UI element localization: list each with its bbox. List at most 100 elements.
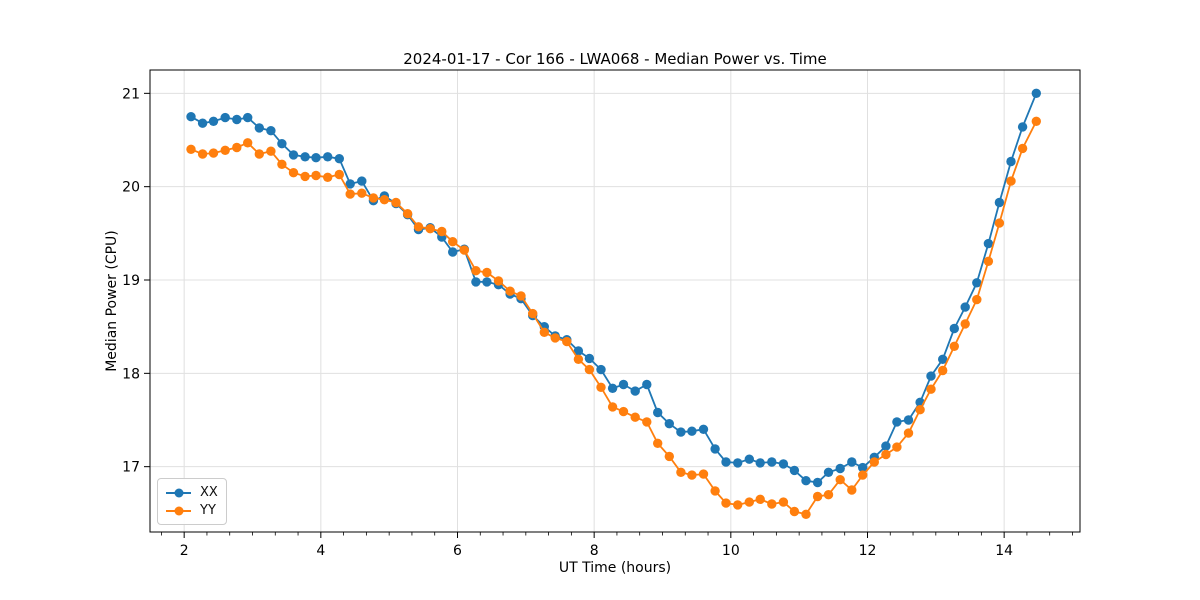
data-point-yy bbox=[208, 148, 219, 158]
data-point-yy bbox=[607, 402, 618, 412]
data-point-yy bbox=[550, 333, 560, 343]
y-tick-label: 21 bbox=[122, 86, 140, 102]
data-point-xx bbox=[823, 467, 834, 477]
data-point-xx bbox=[733, 458, 743, 468]
x-axis-label: UT Time (hours) bbox=[558, 560, 672, 576]
data-point-xx bbox=[618, 379, 629, 390]
legend-marker-yy bbox=[166, 506, 191, 515]
data-point-xx bbox=[311, 153, 321, 163]
data-point-xx bbox=[220, 112, 230, 123]
data-point-yy bbox=[243, 138, 253, 148]
data-point-xx bbox=[653, 407, 663, 418]
data-point-yy bbox=[618, 406, 629, 417]
data-point-xx bbox=[721, 457, 731, 467]
data-point-xx bbox=[334, 154, 344, 164]
data-point-xx bbox=[596, 364, 606, 375]
legend-item-yy: YY bbox=[166, 504, 218, 517]
data-point-yy bbox=[972, 294, 982, 305]
data-point-yy bbox=[493, 276, 504, 286]
legend-dot-xx bbox=[174, 488, 183, 497]
data-point-xx bbox=[357, 176, 367, 186]
data-point-yy bbox=[812, 491, 823, 502]
data-point-xx bbox=[664, 419, 674, 429]
data-point-xx bbox=[288, 150, 299, 160]
data-point-yy bbox=[311, 170, 321, 181]
x-tick-label: 8 bbox=[590, 543, 599, 559]
x-tick-label: 10 bbox=[722, 543, 740, 559]
data-point-yy bbox=[277, 159, 287, 169]
data-point-yy bbox=[1031, 116, 1042, 127]
data-point-xx bbox=[345, 179, 355, 189]
data-point-yy bbox=[687, 470, 697, 480]
data-point-xx bbox=[471, 277, 481, 287]
y-tick-label: 17 bbox=[122, 460, 140, 476]
data-point-yy bbox=[960, 319, 970, 329]
data-point-yy bbox=[994, 218, 1005, 228]
data-point-yy bbox=[676, 467, 686, 477]
y-tick-label: 19 bbox=[122, 273, 140, 289]
data-point-yy bbox=[926, 384, 936, 394]
data-point-yy bbox=[915, 405, 925, 415]
data-point-yy bbox=[949, 341, 959, 351]
data-point-yy bbox=[881, 449, 891, 460]
data-point-xx bbox=[892, 417, 902, 427]
data-point-xx bbox=[687, 426, 697, 436]
data-point-yy bbox=[869, 457, 879, 467]
data-point-xx bbox=[972, 278, 982, 288]
data-point-yy bbox=[755, 494, 765, 504]
data-point-xx bbox=[243, 112, 253, 123]
data-point-yy bbox=[345, 189, 355, 199]
data-point-yy bbox=[300, 171, 310, 182]
data-point-yy bbox=[539, 327, 549, 337]
data-point-yy bbox=[288, 168, 299, 178]
data-point-yy bbox=[425, 224, 435, 234]
data-point-xx bbox=[744, 454, 754, 464]
data-point-yy bbox=[630, 412, 640, 422]
data-point-yy bbox=[516, 291, 526, 301]
data-point-yy bbox=[505, 286, 515, 296]
data-point-yy bbox=[391, 197, 401, 208]
data-point-yy bbox=[733, 500, 743, 510]
data-point-yy bbox=[789, 506, 800, 517]
data-point-yy bbox=[1006, 176, 1016, 186]
data-point-xx bbox=[994, 197, 1005, 208]
axes-frame bbox=[149, 69, 1081, 533]
data-point-yy bbox=[710, 486, 720, 496]
data-point-yy bbox=[220, 145, 230, 155]
data-point-yy bbox=[232, 142, 242, 153]
data-point-xx bbox=[960, 302, 970, 312]
x-tick-label: 12 bbox=[859, 543, 877, 559]
data-point-xx bbox=[789, 465, 800, 476]
data-point-xx bbox=[642, 379, 652, 390]
data-point-yy bbox=[584, 364, 595, 375]
data-point-xx bbox=[277, 139, 287, 149]
data-point-xx bbox=[698, 424, 709, 434]
data-point-xx bbox=[584, 353, 595, 364]
data-point-xx bbox=[949, 323, 959, 334]
data-point-yy bbox=[413, 222, 424, 232]
data-point-xx bbox=[186, 112, 196, 122]
data-point-xx bbox=[573, 346, 584, 356]
data-point-yy bbox=[379, 195, 390, 205]
legend-label-yy: YY bbox=[200, 503, 216, 518]
data-point-xx bbox=[903, 415, 914, 425]
data-point-yy bbox=[801, 509, 811, 519]
data-point-yy bbox=[186, 144, 196, 154]
data-point-yy bbox=[938, 365, 948, 376]
data-point-xx bbox=[232, 114, 242, 125]
data-point-xx bbox=[1017, 122, 1028, 132]
data-point-xx bbox=[710, 444, 720, 454]
data-point-yy bbox=[323, 172, 333, 182]
data-point-xx bbox=[858, 462, 868, 473]
data-point-yy bbox=[778, 497, 789, 507]
x-tick-label: 2 bbox=[180, 543, 189, 559]
data-point-yy bbox=[1017, 143, 1028, 154]
y-tick-label: 18 bbox=[122, 366, 140, 382]
data-point-yy bbox=[847, 485, 857, 495]
data-point-yy bbox=[368, 193, 379, 203]
data-point-yy bbox=[334, 169, 344, 180]
data-point-xx bbox=[254, 123, 264, 133]
data-point-xx bbox=[482, 277, 492, 287]
legend-dot-yy bbox=[174, 506, 183, 515]
